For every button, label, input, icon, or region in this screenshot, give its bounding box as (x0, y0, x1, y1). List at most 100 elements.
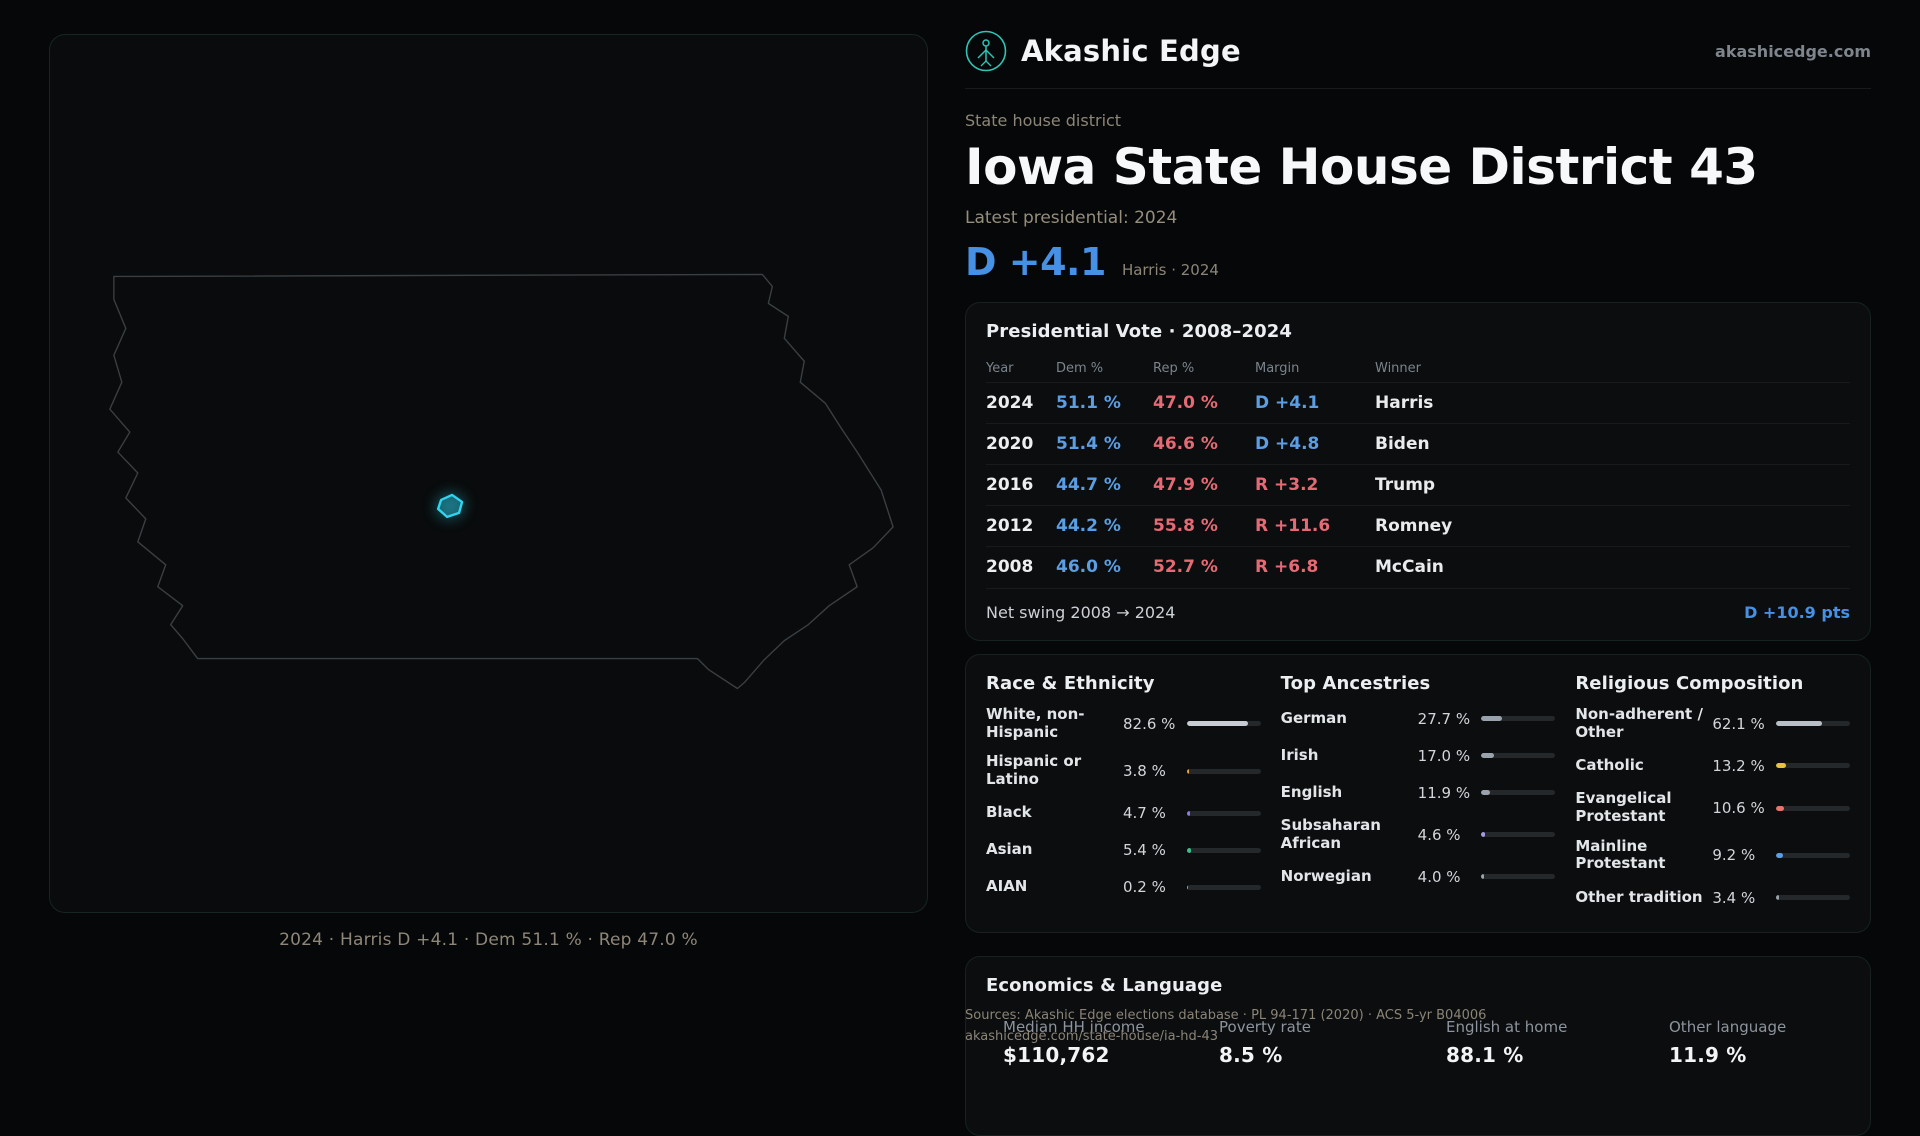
demo-value: 82.6 % (1121, 715, 1187, 733)
demo-label: Black (986, 804, 1121, 822)
headline-margin-note: Harris · 2024 (1122, 261, 1219, 279)
map-caption: 2024 · Harris D +4.1 · Dem 51.1 % · Rep … (49, 930, 928, 950)
sources-line-1: Sources: Akashic Edge elections database… (965, 1006, 1486, 1027)
demo-row: Norwegian 4.0 % (1281, 864, 1556, 889)
demo-value: 4.0 % (1416, 868, 1482, 886)
demo-bar-track (1187, 811, 1261, 816)
headline-margin-row: D +4.1 Harris · 2024 (965, 240, 1871, 284)
demo-value: 10.6 % (1710, 799, 1776, 817)
iowa-state-outline (110, 274, 893, 688)
demo-value: 17.0 % (1416, 747, 1482, 765)
demo-bar-track (1776, 721, 1850, 726)
district-map-panel (49, 34, 928, 913)
demo-bar-track (1481, 832, 1555, 837)
net-swing-value: D +10.9 pts (1744, 603, 1850, 622)
demo-bar-track (1776, 853, 1850, 858)
margin-cell: R +6.8 (1255, 557, 1375, 577)
demo-bar-track (1187, 885, 1261, 890)
margin-cell: R +11.6 (1255, 516, 1375, 536)
demo-value: 5.4 % (1121, 841, 1187, 859)
demo-row: Evangelical Protestant 10.6 % (1575, 790, 1850, 825)
demo-value: 4.7 % (1121, 804, 1187, 822)
rep-cell: 55.8 % (1153, 516, 1255, 536)
demo-label: Asian (986, 841, 1121, 859)
demo-value: 3.4 % (1710, 889, 1776, 907)
table-row: 2008 46.0 % 52.7 % R +6.8 McCain (986, 546, 1850, 587)
dem-cell: 51.1 % (1056, 393, 1153, 413)
demo-value: 62.1 % (1710, 715, 1776, 733)
demo-label: Evangelical Protestant (1575, 790, 1710, 825)
rep-cell: 52.7 % (1153, 557, 1255, 577)
demo-row: Asian 5.4 % (986, 838, 1261, 863)
dem-cell: 46.0 % (1056, 557, 1153, 577)
economics-panel-title: Economics & Language (986, 975, 1850, 996)
demo-row: Subsaharan African 4.6 % (1281, 817, 1556, 852)
winner-cell: Biden (1375, 434, 1850, 454)
race-section-title: Race & Ethnicity (986, 673, 1261, 694)
demo-row: AIAN 0.2 % (986, 875, 1261, 900)
net-swing-row: Net swing 2008 → 2024 D +10.9 pts (986, 588, 1850, 622)
demo-row: White, non-Hispanic 82.6 % (986, 706, 1261, 741)
table-row: 2016 44.7 % 47.9 % R +3.2 Trump (986, 464, 1850, 505)
col-header-margin: Margin (1255, 361, 1375, 376)
col-header-year: Year (986, 361, 1056, 376)
demo-bar-fill (1187, 769, 1190, 774)
demo-value: 27.7 % (1416, 710, 1482, 728)
table-row: 2024 51.1 % 47.0 % D +4.1 Harris (986, 382, 1850, 423)
demo-bar-fill (1187, 721, 1248, 726)
demo-bar-fill (1481, 874, 1484, 879)
demo-label: Irish (1281, 747, 1416, 765)
demo-row: Irish 17.0 % (1281, 743, 1556, 768)
brand-name: Akashic Edge (1021, 34, 1241, 68)
demo-bar-fill (1776, 763, 1786, 768)
demo-bar-track (1187, 769, 1261, 774)
demo-row: English 11.9 % (1281, 780, 1556, 805)
winner-cell: Harris (1375, 393, 1850, 413)
demo-row: Other tradition 3.4 % (1575, 885, 1850, 910)
page-title: Iowa State House District 43 (965, 138, 1871, 196)
demo-value: 13.2 % (1710, 757, 1776, 775)
demo-bar-fill (1776, 853, 1783, 858)
demo-label: English (1281, 784, 1416, 802)
demo-label: Other tradition (1575, 889, 1710, 907)
demo-bar-fill (1776, 806, 1784, 811)
demo-row: Non-adherent / Other 62.1 % (1575, 706, 1850, 741)
demo-row: Black 4.7 % (986, 801, 1261, 826)
demo-bar-track (1776, 806, 1850, 811)
religion-section-title: Religious Composition (1575, 673, 1850, 694)
demo-label: AIAN (986, 878, 1121, 896)
demo-bar-fill (1776, 895, 1779, 900)
demo-label: Catholic (1575, 757, 1710, 775)
demo-bar-fill (1187, 848, 1191, 853)
demo-bar-track (1187, 848, 1261, 853)
demo-bar-track (1776, 763, 1850, 768)
stat-other-language: Other language 11.9 % (1669, 1018, 1850, 1067)
demo-bar-track (1481, 790, 1555, 795)
sources-block: Sources: Akashic Edge elections database… (965, 1006, 1486, 1048)
demo-label: German (1281, 710, 1416, 728)
dem-cell: 44.2 % (1056, 516, 1153, 536)
brand: Akashic Edge (965, 30, 1241, 72)
demo-bar-track (1481, 874, 1555, 879)
table-header-row: Year Dem % Rep % Margin Winner (986, 354, 1850, 382)
demo-bar-fill (1187, 811, 1190, 816)
district-highlight[interactable] (438, 495, 462, 517)
table-row: 2020 51.4 % 46.6 % D +4.8 Biden (986, 423, 1850, 464)
col-header-rep: Rep % (1153, 361, 1255, 376)
eyebrow-label: State house district (965, 111, 1871, 130)
demo-label: White, non-Hispanic (986, 706, 1121, 741)
sources-line-2-url[interactable]: akashicedge.com/state-house/ia-hd-43 (965, 1027, 1486, 1048)
map-section: 2024 · Harris D +4.1 · Dem 51.1 % · Rep … (49, 34, 928, 950)
akashic-edge-logo-icon (965, 30, 1007, 72)
site-link[interactable]: akashicedge.com (1715, 42, 1871, 61)
dem-cell: 51.4 % (1056, 434, 1153, 454)
margin-cell: D +4.1 (1255, 393, 1375, 413)
demo-bar-track (1481, 716, 1555, 721)
demo-bar-track (1776, 895, 1850, 900)
table-row: 2012 44.2 % 55.8 % R +11.6 Romney (986, 505, 1850, 546)
latest-presidential-label: Latest presidential: 2024 (965, 208, 1871, 228)
year-cell: 2024 (986, 393, 1056, 413)
demo-label: Subsaharan African (1281, 817, 1416, 852)
winner-cell: Romney (1375, 516, 1850, 536)
demo-label: Mainline Protestant (1575, 838, 1710, 873)
